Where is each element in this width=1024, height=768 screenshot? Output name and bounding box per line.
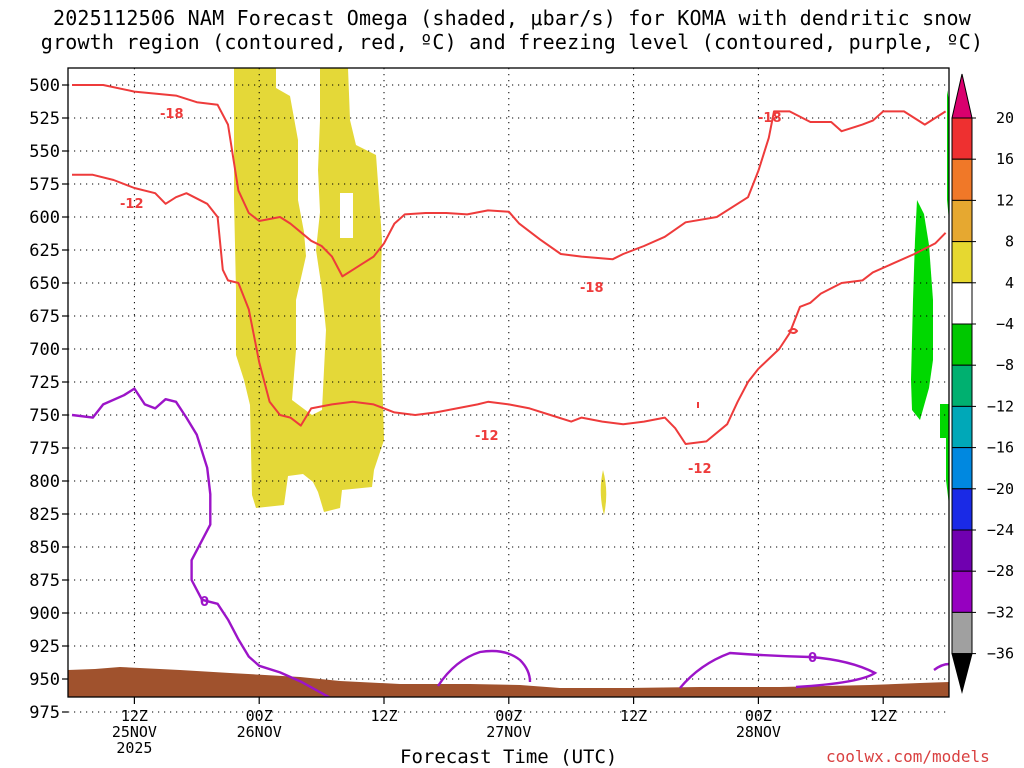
label-zero-b: 0 xyxy=(808,651,817,666)
omega-positive-small xyxy=(600,470,607,515)
colorbar-label: −36 xyxy=(987,645,1014,663)
x-tick-label: 12Z xyxy=(121,707,148,725)
colorbar: 20 16 12 8 4 −4 −8 −12 −16 −20 −24 −28 −32 −36 xyxy=(951,73,1014,694)
label-m18-c: -18 xyxy=(758,111,782,126)
contour-fragments xyxy=(436,328,949,689)
x-tick-label: 25NOV xyxy=(112,723,157,741)
colorbar-segment-8 xyxy=(951,405,973,449)
y-tick-label: 775 xyxy=(29,439,60,459)
contour-labels: -18 -18 -18 -12 -12 -12 0 0 xyxy=(120,107,817,666)
colorbar-segment-5 xyxy=(951,282,973,325)
colorbar-label: 4 xyxy=(1005,274,1014,292)
colorbar-segment-6 xyxy=(951,323,973,366)
y-tick-label: 825 xyxy=(29,505,60,525)
contour-line-2 xyxy=(71,387,332,697)
purple-contour-fragment-2 xyxy=(679,651,878,689)
title-line-2: growth region (contoured, red, ºC) and f… xyxy=(40,30,984,54)
colorbar-label: −32 xyxy=(987,603,1014,621)
colorbar-segment-9 xyxy=(951,447,973,490)
colorbar-segment-2 xyxy=(951,158,973,201)
colorbar-label: −28 xyxy=(987,562,1014,580)
y-tick-label: 625 xyxy=(29,241,60,261)
terrain xyxy=(68,667,949,697)
x-tick-label: 12Z xyxy=(370,707,397,725)
y-tick-label: 900 xyxy=(29,604,60,624)
colorbar-segment-10 xyxy=(951,488,973,531)
y-tick-label: 500 xyxy=(29,76,60,96)
plot-frame xyxy=(67,67,950,698)
y-tick-label: 975 xyxy=(29,703,60,723)
x-tick-label: 28NOV xyxy=(736,723,781,741)
x-tick-label: 26NOV xyxy=(237,723,282,741)
colorbar-segment-12 xyxy=(951,570,973,613)
title-line-1: 2025112506 NAM Forecast Omega (shaded, μ… xyxy=(52,6,972,30)
colorbar-label: −20 xyxy=(987,480,1014,498)
y-tick-label: 650 xyxy=(29,274,60,294)
colorbar-label: 12 xyxy=(996,191,1014,209)
label-m12-c: -12 xyxy=(688,462,712,477)
y-tick-label: 950 xyxy=(29,670,60,690)
colorbar-segment-11 xyxy=(951,529,973,572)
omega-negative-region xyxy=(911,200,933,420)
contour-line-1 xyxy=(72,173,947,445)
red-contour-blob xyxy=(787,328,799,334)
x-tick-label: 12Z xyxy=(870,707,897,725)
colorbar-bottom-triangle xyxy=(951,653,973,694)
y-tick-label: 850 xyxy=(29,538,60,558)
omega-negative-edge-2 xyxy=(940,404,949,505)
y-tick-label: 675 xyxy=(29,307,60,327)
y-tick-label: 550 xyxy=(29,142,60,162)
colorbar-top-triangle xyxy=(951,73,973,119)
x-tick-label: 00Z xyxy=(246,707,273,725)
colorbar-label: −24 xyxy=(987,521,1014,539)
y-tick-label: 750 xyxy=(29,406,60,426)
y-tick-label: 600 xyxy=(29,208,60,228)
purple-contour-fragment-1 xyxy=(436,649,532,687)
chart-title: 2025112506 NAM Forecast Omega (shaded, μ… xyxy=(0,6,1024,54)
label-m12-b: -12 xyxy=(475,429,499,444)
y-tick-label: 525 xyxy=(29,109,60,129)
x-tick-label: 12Z xyxy=(620,707,647,725)
y-tick-label: 925 xyxy=(29,637,60,657)
colorbar-label: −4 xyxy=(996,315,1014,333)
x-tick-label: 27NOV xyxy=(486,723,531,741)
x-axis-label: Forecast Time (UTC) xyxy=(400,746,618,768)
x-tick-label: 2025 xyxy=(116,739,152,757)
colorbar-label: −16 xyxy=(987,439,1014,457)
y-tick-label: 800 xyxy=(29,472,60,492)
label-zero-a: 0 xyxy=(200,595,209,610)
label-m12-a: -12 xyxy=(120,197,144,212)
y-tick-label: 575 xyxy=(29,175,60,195)
y-tick-label: 725 xyxy=(29,373,60,393)
colorbar-label: 8 xyxy=(1005,233,1014,251)
contour-lines xyxy=(71,84,947,697)
colorbar-label: −8 xyxy=(996,356,1014,374)
colorbar-segment-1 xyxy=(951,117,973,160)
y-tick-label: 875 xyxy=(29,571,60,591)
x-tick-label: 00Z xyxy=(495,707,522,725)
y-axis-ticks: 500 525 550 575 600 625 650 675 700 725 750 775 800 8… xyxy=(29,76,68,723)
grid-lines xyxy=(68,68,949,713)
x-tick-label: 00Z xyxy=(745,707,772,725)
purple-contour-fragment-3 xyxy=(933,662,949,671)
y-tick-label: 700 xyxy=(29,340,60,360)
colorbar-label: −12 xyxy=(987,397,1014,415)
label-m18-b: -18 xyxy=(580,281,604,296)
colorbar-segment-3 xyxy=(951,199,973,243)
colorbar-segment-13 xyxy=(951,611,973,655)
omega-positive-region xyxy=(234,68,384,512)
colorbar-segment-4 xyxy=(951,241,973,284)
label-m18-a: -18 xyxy=(160,107,184,122)
colorbar-segment-7 xyxy=(951,364,973,407)
colorbar-label: 20 xyxy=(996,109,1014,127)
colorbar-label: 16 xyxy=(996,150,1014,168)
omega-gap xyxy=(340,193,353,238)
credit-text: coolwx.com/models xyxy=(826,747,990,766)
contour-line-0 xyxy=(72,84,947,278)
